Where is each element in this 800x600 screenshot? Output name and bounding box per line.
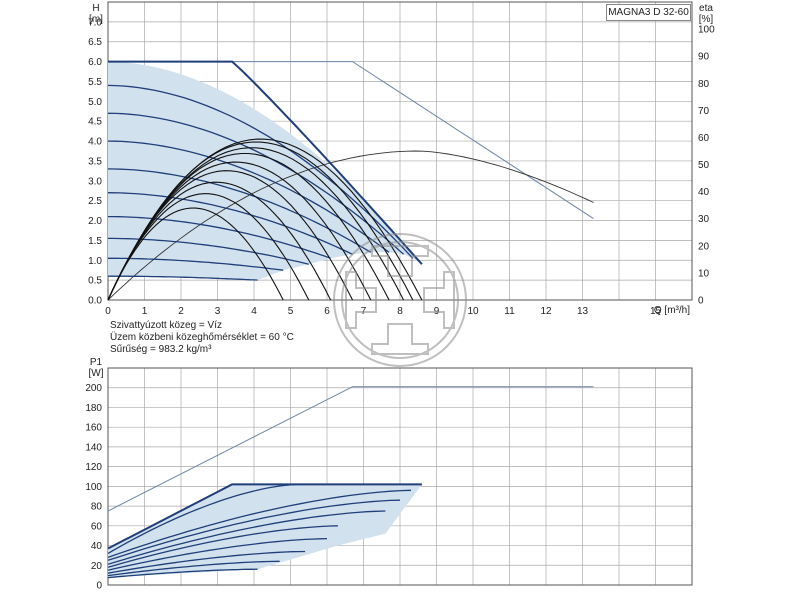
power-curve	[107, 483, 298, 554]
x-tick-label: 6	[324, 306, 330, 317]
y-tick-label: 1.5	[88, 236, 102, 247]
y-tick-label: 140	[85, 442, 102, 453]
top-axes: 0.0 0.5 1.0 1.5 2.0 2.5 3.0 3.5 4.0 4.5 5.0 5.5 6.0 6…	[88, 17, 715, 317]
top-curves	[107, 60, 594, 301]
y-tick-label: 60	[91, 521, 103, 532]
x-tick-label: 4	[251, 306, 257, 317]
x-tick-label: 2	[178, 306, 184, 317]
power-curve	[107, 525, 338, 568]
head-curve	[108, 275, 258, 281]
head-curve	[108, 60, 423, 265]
power-curve	[107, 510, 386, 565]
y-tick-label: 100	[85, 482, 102, 493]
y-tick-label: 2.0	[88, 216, 102, 227]
max-efficiency-curve	[107, 150, 594, 301]
y-tick-label: 2.5	[88, 196, 102, 207]
x-tick-label: 5	[288, 306, 294, 317]
y-tick-label: 20	[91, 561, 103, 572]
x-tick-label: 1	[142, 306, 148, 317]
top-grid	[107, 1, 693, 301]
y-tick-label: 40	[91, 541, 103, 552]
operating-area-fill	[108, 61, 422, 281]
y-tick-label: 3.5	[88, 156, 102, 167]
bottom-curves	[107, 386, 594, 579]
y2-tick-label: 90	[698, 52, 710, 63]
bottom-operating-area	[108, 484, 422, 578]
x-tick-label: 13	[577, 306, 589, 317]
y2-tick-label: 50	[698, 160, 710, 171]
head-curve	[107, 192, 353, 255]
bottom-axes: 0 20 40 60 80 100 120 140 160 180 200	[85, 383, 102, 591]
y2-tick-label: 100	[698, 25, 715, 36]
x-tick-label: 0	[105, 306, 111, 317]
x-tick-label: 11	[504, 306, 515, 317]
power-curve	[107, 550, 306, 574]
head-curve	[107, 84, 414, 259]
y-tick-label: 0.5	[88, 276, 102, 287]
x-tick-label: 8	[397, 306, 403, 317]
x-tick-label: 15	[650, 306, 662, 317]
head-curve	[107, 112, 405, 255]
operating-area-fill	[108, 484, 422, 578]
y2-tick-label: 70	[698, 106, 710, 117]
top-y-unit: [m]	[89, 14, 103, 25]
x-tick-label: 10	[467, 306, 479, 317]
y-tick-label: 4.0	[88, 137, 102, 148]
watermark-logo	[333, 233, 467, 367]
efficiency-curve	[107, 193, 310, 301]
y2-tick-label: 10	[698, 268, 710, 279]
top-y2-letter: eta	[699, 3, 713, 14]
bottom-y-letter: P1	[89, 357, 103, 368]
top-operating-area	[108, 61, 422, 281]
y2-tick-label: 20	[698, 241, 710, 252]
y-tick-label: 5.5	[88, 77, 102, 88]
temperature-info: Üzem közbeni közeghőmérséklet = 60 °C	[110, 332, 294, 343]
head-curve	[108, 257, 284, 271]
y-tick-label: 6.0	[88, 57, 102, 68]
y-tick-label: 0	[96, 581, 102, 592]
max-power-curve	[107, 386, 594, 512]
y2-tick-label: 30	[698, 214, 710, 225]
y-tick-label: 7.0	[88, 17, 102, 28]
top-y2-unit: [%]	[698, 14, 714, 25]
efficiency-curve	[107, 170, 354, 301]
y-tick-label: 3.0	[88, 176, 102, 187]
top-y-letter: H	[92, 3, 100, 14]
power-curve	[107, 537, 328, 571]
y2-tick-label: 40	[698, 187, 710, 198]
y-tick-label: 180	[85, 403, 102, 414]
efficiency-curve	[107, 181, 332, 301]
plot-frame	[107, 367, 693, 586]
fluid-info: Szivattyúzott közeg = Víz	[110, 320, 222, 331]
efficiency-curve	[107, 141, 414, 301]
y-tick-label: 4.5	[88, 117, 102, 128]
y-tick-label: 5.0	[88, 97, 102, 108]
y-tick-label: 80	[91, 502, 103, 513]
power-curve	[107, 499, 401, 561]
head-curve	[107, 168, 372, 253]
x-tick-label: 12	[540, 306, 552, 317]
y2-tick-label: 60	[698, 133, 710, 144]
y-tick-label: 200	[85, 383, 102, 394]
top-x-label: Q [m³/h]	[653, 305, 690, 316]
x-tick-label: 3	[215, 306, 221, 317]
model-name: MAGNA3 D 32-60	[606, 4, 691, 21]
head-curve	[108, 215, 331, 259]
y2-tick-label: 0	[698, 296, 704, 307]
power-curve	[107, 483, 422, 550]
y-tick-label: 6.5	[88, 37, 102, 48]
efficiency-curve	[107, 207, 284, 301]
power-curve	[107, 560, 280, 577]
power-curve	[107, 568, 258, 579]
y2-tick-label: 80	[698, 79, 710, 90]
power-curve	[107, 489, 412, 559]
y-tick-label: 0.0	[88, 296, 102, 307]
y-tick-label: 120	[85, 462, 102, 473]
head-curve	[107, 140, 390, 253]
density-info: Sűrűség = 983.2 kg/m³	[110, 344, 212, 355]
y-tick-label: 1.0	[88, 256, 102, 267]
bottom-y-unit: [W]	[88, 368, 104, 379]
y-tick-label: 160	[85, 423, 102, 434]
